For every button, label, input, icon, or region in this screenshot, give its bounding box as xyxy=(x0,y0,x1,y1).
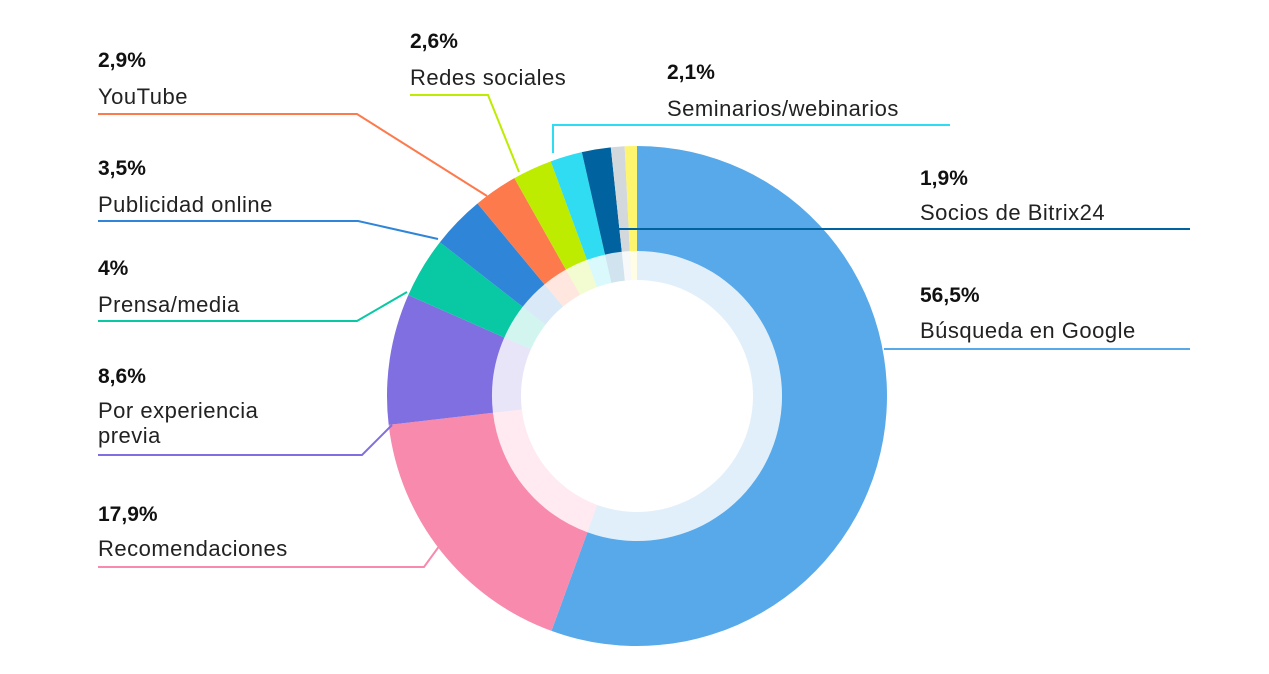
inner-slice-publicidad-online xyxy=(522,284,563,325)
category-label-recomendaciones: Recomendaciones xyxy=(98,536,288,561)
callout-publicidad-online: 3,5% Publicidad online xyxy=(98,157,439,240)
chart-slices xyxy=(387,146,887,646)
slice-youtube xyxy=(477,178,566,285)
slice-recomendaciones xyxy=(388,412,588,631)
slice-prensa-media xyxy=(408,242,523,338)
inner-slice-unlabeled-10 xyxy=(629,251,637,281)
value-label-por-experiencia-previa: 8,6% xyxy=(98,365,146,388)
inner-slice-socios-de-bitrix24 xyxy=(605,251,625,283)
inner-slice-recomendaciones xyxy=(492,409,598,533)
slice-socios-de-bitrix24 xyxy=(581,147,622,255)
slice-unlabeled-9 xyxy=(610,146,630,252)
category-label-por-experiencia-previa-line-2: previa xyxy=(98,423,161,448)
value-label-socios-de-bitrix24: 1,9% xyxy=(920,167,968,190)
value-label-redes-sociales: 2,6% xyxy=(410,30,458,53)
leader-line-recomendaciones xyxy=(98,544,441,568)
category-label-redes-sociales: Redes sociales xyxy=(410,65,566,90)
leader-line-por-experiencia-previa xyxy=(98,424,393,456)
inner-slice-busqueda-en-google xyxy=(587,251,783,541)
slice-unlabeled-10 xyxy=(624,146,637,252)
leader-line-publicidad-online xyxy=(98,220,439,240)
leader-line-youtube xyxy=(98,113,488,197)
slice-por-experiencia-previa xyxy=(387,295,505,425)
category-label-publicidad-online: Publicidad online xyxy=(98,192,273,217)
value-label-busqueda-en-google: 56,5% xyxy=(920,284,980,307)
value-label-publicidad-online: 3,5% xyxy=(98,157,146,180)
value-label-seminarios-webinarios: 2,1% xyxy=(667,61,715,84)
callout-prensa-media: 4% Prensa/media xyxy=(98,257,408,322)
value-label-prensa-media: 4% xyxy=(98,257,129,280)
callout-busqueda-en-google: 56,5% Búsqueda en Google xyxy=(884,284,1190,350)
category-label-por-experiencia-previa: Por experiencia xyxy=(98,398,259,423)
category-label-busqueda-en-google: Búsqueda en Google xyxy=(920,318,1136,343)
chart-callouts: 56,5% Búsqueda en Google 17,9% Recomendacio… xyxy=(98,30,1190,568)
inner-slice-redes-sociales xyxy=(565,259,597,295)
callout-seminarios-webinarios: 2,1% Seminarios/webinarios xyxy=(552,61,950,153)
category-label-seminarios-webinarios: Seminarios/webinarios xyxy=(667,96,899,121)
value-label-recomendaciones: 17,9% xyxy=(98,503,158,526)
category-label-prensa-media: Prensa/media xyxy=(98,292,240,317)
callout-youtube: 2,9% YouTube xyxy=(98,49,488,197)
inner-slice-seminarios-webinarios xyxy=(586,254,612,288)
chart-inner-ring xyxy=(492,251,783,541)
category-label-youtube: YouTube xyxy=(98,84,188,109)
callout-recomendaciones: 17,9% Recomendaciones xyxy=(98,503,441,568)
slice-redes-sociales xyxy=(514,161,587,270)
slice-publicidad-online xyxy=(439,203,545,307)
inner-slice-prensa-media xyxy=(504,306,546,350)
callout-socios-de-bitrix24: 1,9% Socios de Bitrix24 xyxy=(604,167,1190,230)
slice-seminarios-webinarios xyxy=(550,152,606,260)
slice-busqueda-en-google xyxy=(551,146,887,646)
category-label-socios-de-bitrix24: Socios de Bitrix24 xyxy=(920,200,1105,225)
inner-slice-youtube xyxy=(544,269,581,307)
inner-slice-por-experiencia-previa xyxy=(492,337,531,413)
inner-slice-unlabeled-9 xyxy=(621,251,632,281)
leader-line-redes-sociales xyxy=(410,94,520,173)
leader-line-seminarios-webinarios xyxy=(552,124,950,153)
leader-line-prensa-media xyxy=(98,291,408,322)
value-label-youtube: 2,9% xyxy=(98,49,146,72)
callout-redes-sociales: 2,6% Redes sociales xyxy=(410,30,566,173)
